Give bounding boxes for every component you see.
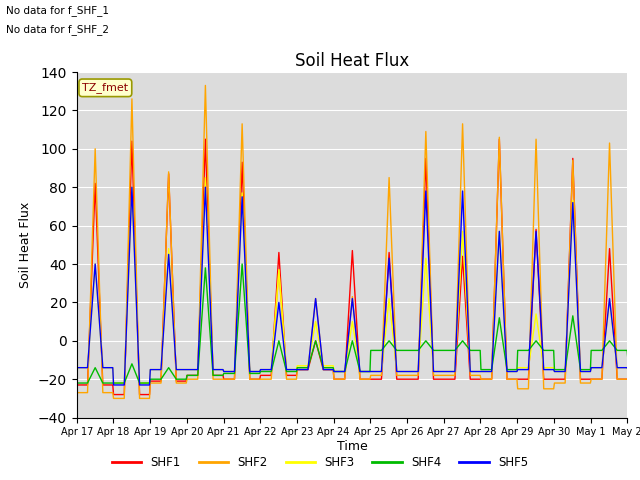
SHF3 [433,369,440,374]
SHF1 [252,376,259,382]
SHF5 [128,184,136,190]
SHF5 [109,382,117,388]
SHF5 [73,365,81,371]
Legend: SHF1, SHF2, SHF3, SHF4, SHF5: SHF1, SHF2, SHF3, SHF4, SHF5 [107,452,533,474]
X-axis label: Time: Time [337,440,367,453]
SHF2 [109,396,117,401]
SHF1 [433,376,440,382]
SHF5 [466,350,474,356]
SHF2 [202,83,209,88]
SHF4 [73,380,81,386]
SHF5 [143,382,151,388]
Text: No data for f_SHF_2: No data for f_SHF_2 [6,24,109,35]
SHF2 [433,372,440,378]
SHF4 [238,261,246,267]
SHF4 [250,371,258,376]
Title: Soil Heat Flux: Soil Heat Flux [295,52,409,71]
SHF4 [465,346,472,351]
SHF3 [143,380,150,386]
Text: No data for f_SHF_1: No data for f_SHF_1 [6,5,109,16]
SHF1 [202,136,209,142]
SHF1 [109,392,117,397]
SHF4 [432,348,440,353]
SHF4 [280,356,287,362]
SHF1 [466,364,474,370]
SHF3 [303,363,310,369]
SHF5 [303,367,310,372]
SHF5 [280,347,288,352]
Line: SHF3: SHF3 [77,178,640,383]
SHF3 [202,175,209,180]
SHF1 [143,392,150,397]
Line: SHF2: SHF2 [77,85,640,398]
SHF2 [280,344,288,349]
SHF3 [73,365,81,371]
SHF2 [252,376,259,382]
SHF5 [433,369,440,374]
SHF5 [252,369,259,374]
SHF1 [303,367,310,372]
SHF4 [142,380,150,386]
SHF3 [466,355,474,360]
SHF2 [73,390,81,396]
SHF3 [280,337,288,343]
Y-axis label: Soil Heat Flux: Soil Heat Flux [19,202,33,288]
SHF2 [143,396,150,401]
SHF2 [466,348,474,353]
SHF1 [280,336,288,341]
Line: SHF5: SHF5 [77,187,640,385]
Text: TZ_fmet: TZ_fmet [83,83,129,93]
SHF2 [303,367,310,372]
SHF3 [252,369,259,374]
Line: SHF4: SHF4 [77,264,640,383]
SHF3 [109,380,117,386]
SHF1 [73,382,81,388]
Line: SHF1: SHF1 [77,139,640,395]
SHF4 [302,365,310,371]
